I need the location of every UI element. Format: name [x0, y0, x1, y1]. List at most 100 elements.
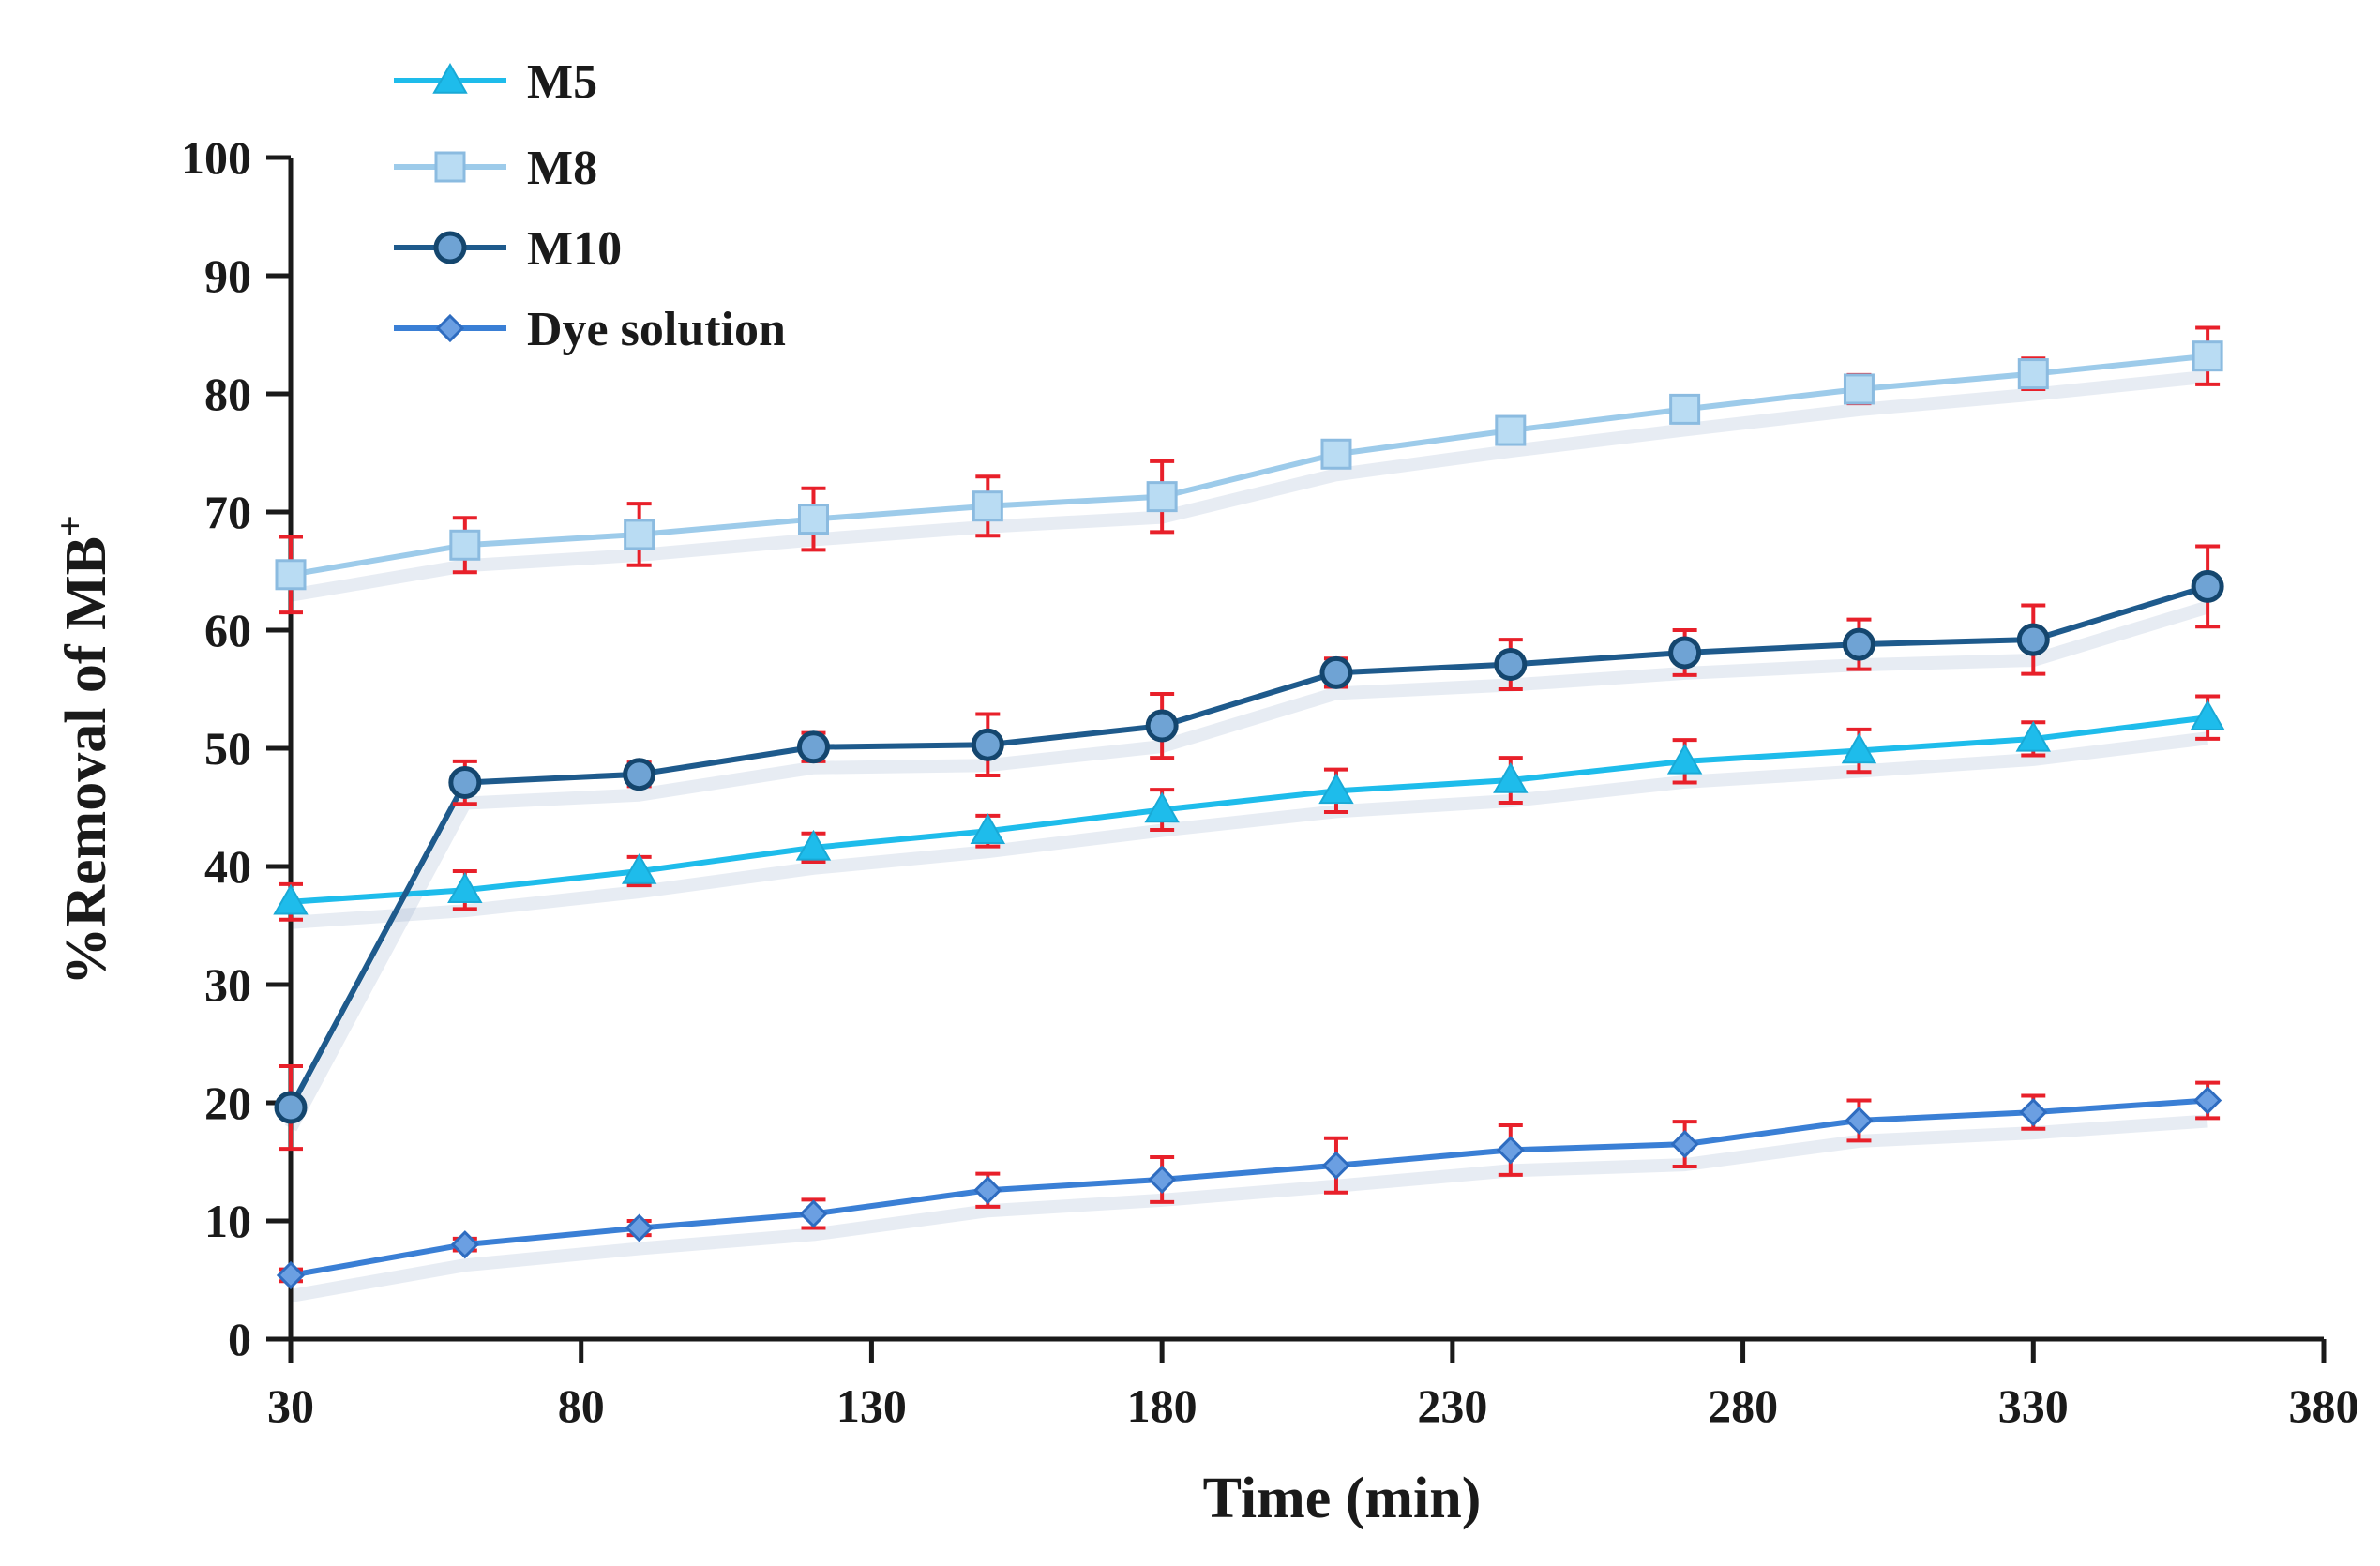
- data-point: [796, 730, 830, 764]
- data-point: [2192, 1086, 2222, 1115]
- series-shadow: [289, 369, 2208, 602]
- data-point: [448, 766, 482, 800]
- x-tick-label: 180: [1127, 1379, 1198, 1432]
- data-point: [971, 728, 1004, 761]
- data-point: [1670, 1129, 1699, 1159]
- legend-label: M8: [527, 142, 597, 195]
- data-point: [1493, 762, 1529, 793]
- data-point: [973, 1176, 1002, 1205]
- legend: M5 M8 M10 Dye solution: [394, 55, 786, 356]
- data-point: [1494, 648, 1528, 682]
- data-point: [1669, 393, 1701, 425]
- series-layer: [273, 325, 2225, 1290]
- data-point: [1320, 438, 1352, 470]
- data-point: [1321, 1151, 1351, 1180]
- data-point: [273, 883, 309, 915]
- axes: 0 10 20 30 40 50 60 70 80 90 100 30 80 130 180 230 280 33…: [181, 131, 2359, 1432]
- series-dye-solution: [276, 1080, 2222, 1290]
- y-tick-label: 30: [204, 958, 251, 1011]
- y-axis-title-superscript: +: [49, 515, 91, 536]
- data-point: [1845, 1106, 1874, 1136]
- data-point: [2191, 569, 2224, 603]
- data-point: [274, 1091, 308, 1124]
- data-point: [972, 490, 1003, 522]
- data-point: [1146, 481, 1178, 513]
- x-axis-title: Time (min): [1203, 1467, 1482, 1530]
- data-point: [1148, 1165, 1177, 1195]
- y-tick-label: 50: [204, 722, 251, 775]
- y-tick-label: 80: [204, 368, 251, 420]
- series-m8: [275, 325, 2223, 615]
- legend-marker: [434, 151, 466, 183]
- data-point: [1319, 655, 1353, 689]
- data-point: [1495, 414, 1527, 446]
- series-shadow-layer: [284, 369, 2210, 1302]
- x-tick-label: 30: [267, 1379, 314, 1432]
- data-point: [970, 813, 1006, 844]
- data-point: [2192, 340, 2223, 372]
- legend-entry: M5: [394, 55, 597, 109]
- series-line: [290, 715, 2208, 905]
- data-point: [2190, 700, 2225, 730]
- x-tick-label: 380: [2289, 1379, 2359, 1432]
- y-tick-label: 40: [204, 840, 251, 893]
- data-point: [450, 1230, 479, 1259]
- data-point: [275, 559, 307, 591]
- y-tick-label: 10: [204, 1195, 251, 1247]
- data-point: [797, 504, 829, 535]
- data-point: [795, 829, 832, 861]
- data-point: [1843, 373, 1875, 405]
- legend-entry: M10: [394, 222, 622, 276]
- legend-label: M5: [527, 55, 597, 109]
- data-point: [1668, 636, 1702, 670]
- series-m5: [273, 694, 2225, 922]
- data-point: [1841, 732, 1877, 764]
- legend-label: Dye solution: [527, 303, 786, 356]
- legend-marker: [433, 231, 467, 264]
- series-m10: [274, 544, 2224, 1152]
- data-point: [1666, 743, 1703, 775]
- series-shadow: [289, 1114, 2208, 1302]
- y-tick-label: 0: [228, 1313, 251, 1365]
- legend-entry: Dye solution: [394, 303, 786, 356]
- series-line: [288, 583, 2208, 1109]
- data-point: [1145, 709, 1179, 743]
- legend-entry: M8: [394, 142, 597, 195]
- data-point: [449, 529, 481, 561]
- data-point: [624, 519, 655, 550]
- y-tick-label: 90: [204, 249, 251, 302]
- y-tick-label: 20: [204, 1077, 251, 1129]
- data-point: [625, 1213, 654, 1242]
- legend-label: M10: [527, 222, 622, 276]
- y-tick-label: 60: [204, 604, 251, 656]
- series-shadow: [284, 600, 2210, 1132]
- y-axis-title-main: %Removal of MB: [54, 536, 118, 986]
- series-shadow: [290, 731, 2208, 929]
- data-point: [276, 1260, 306, 1290]
- data-point: [621, 853, 657, 884]
- data-point: [2019, 1097, 2048, 1127]
- y-axis-title: %Removal of MB+: [49, 515, 118, 985]
- data-point: [447, 872, 483, 903]
- x-tick-label: 80: [558, 1379, 605, 1432]
- data-point: [799, 1199, 828, 1228]
- x-tick-label: 130: [836, 1379, 907, 1432]
- data-point: [2016, 623, 2050, 656]
- x-tick-label: 280: [1708, 1379, 1778, 1432]
- data-point: [1144, 791, 1180, 823]
- y-tick-label: 70: [204, 486, 251, 538]
- data-point: [2017, 358, 2049, 390]
- data-point: [1842, 627, 1875, 661]
- data-point: [2015, 720, 2052, 752]
- data-point: [1318, 773, 1354, 805]
- legend-marker: [435, 313, 465, 343]
- legend-marker: [432, 62, 468, 94]
- x-tick-label: 330: [1998, 1379, 2069, 1432]
- data-point: [623, 758, 656, 791]
- y-tick-label: 100: [181, 131, 251, 184]
- series-line: [290, 1097, 2208, 1278]
- x-tick-label: 230: [1417, 1379, 1487, 1432]
- series-line: [290, 353, 2208, 578]
